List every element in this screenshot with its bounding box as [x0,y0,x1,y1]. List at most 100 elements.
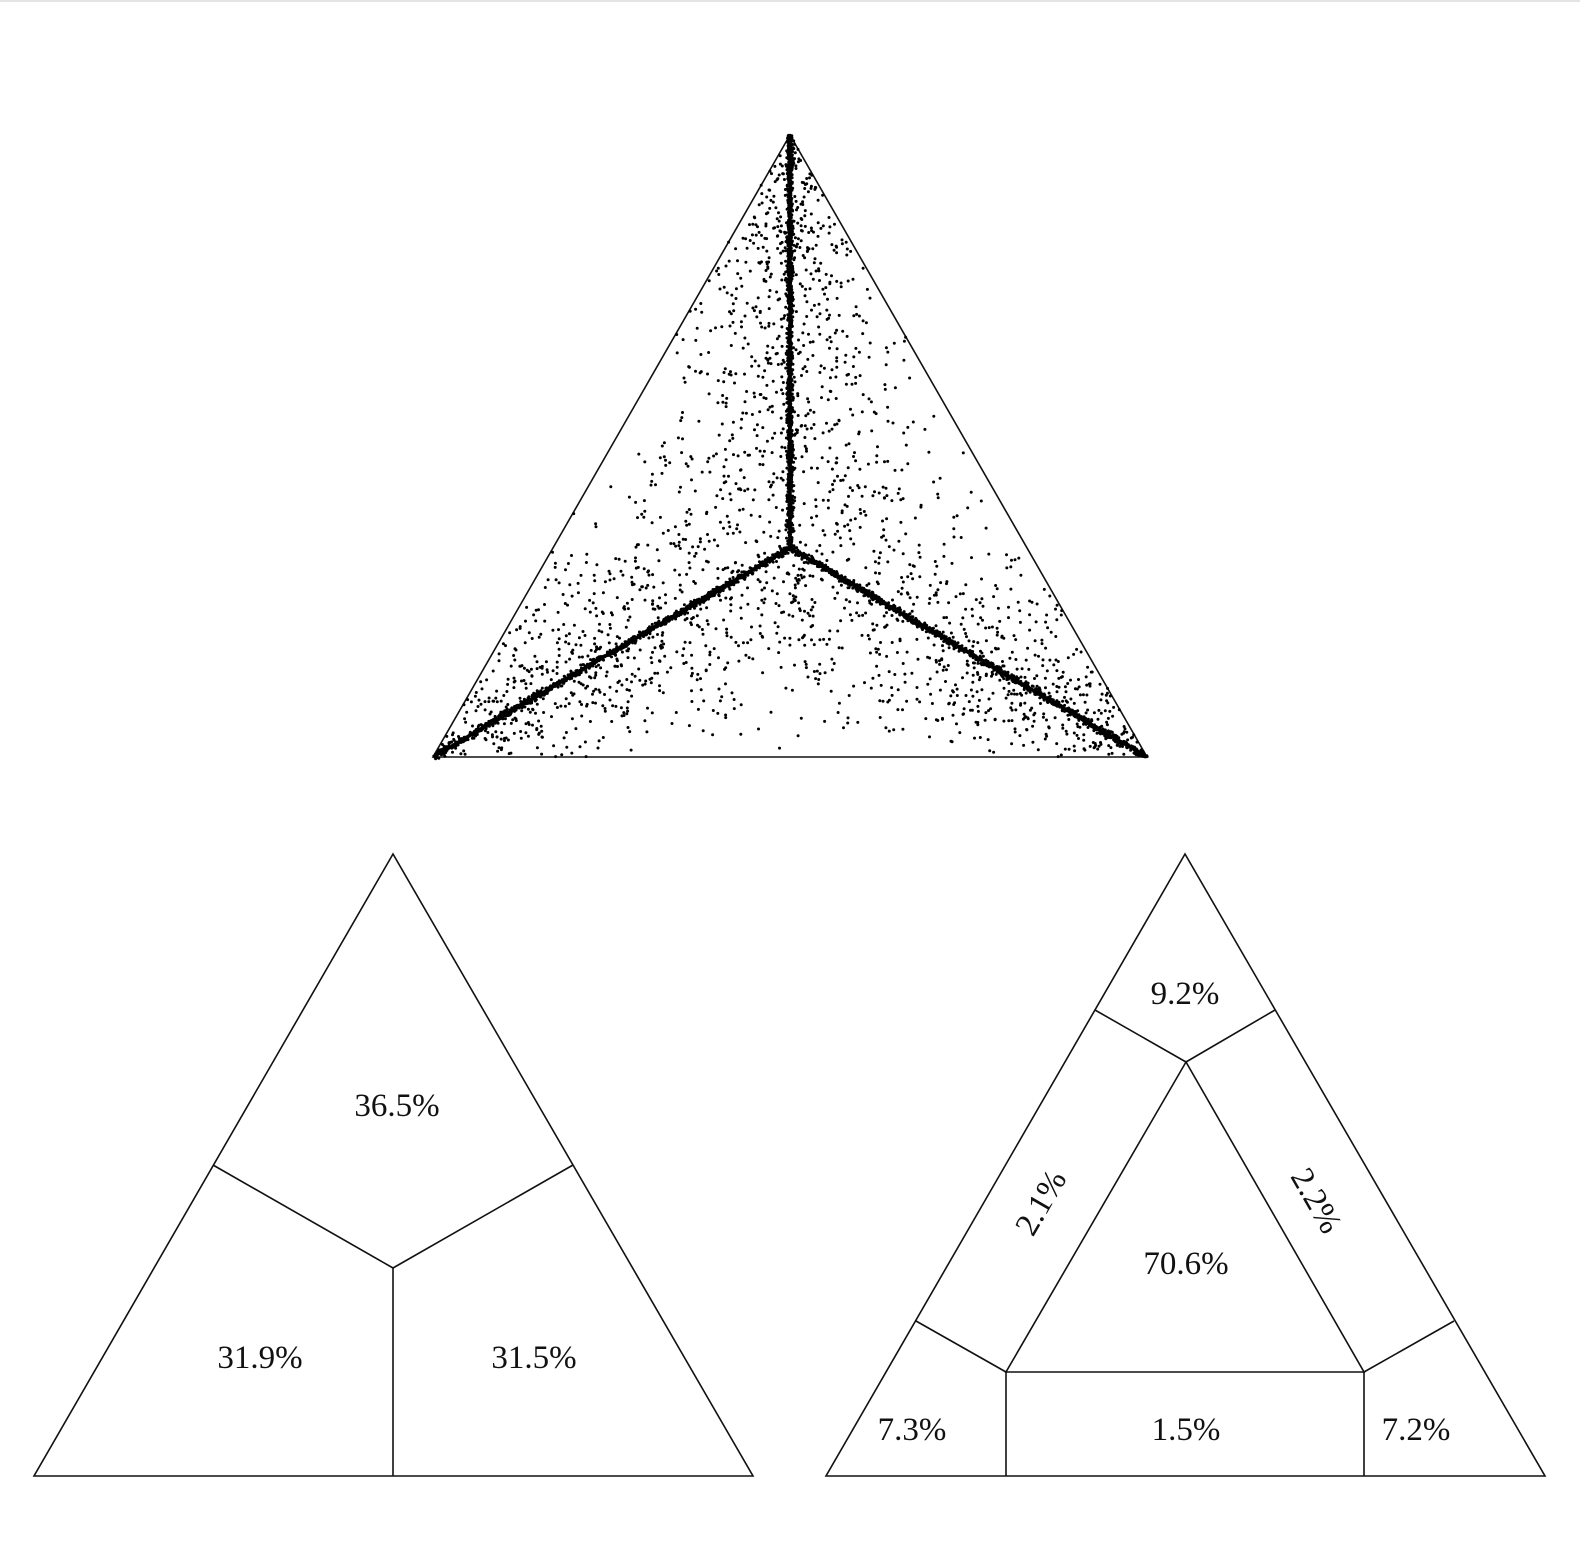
scatter-point [891,421,895,425]
scatter-point [980,577,983,581]
scatter-point [802,561,806,565]
scatter-point [886,419,890,423]
scatter-point [617,557,621,561]
scatter-point [1059,613,1063,617]
scatter-point [814,504,818,508]
scatter-point [642,499,646,503]
scatter-point [692,580,696,583]
scatter-point [690,478,693,482]
scatter-point [817,269,821,273]
scatter-point [596,746,600,750]
scatter-point [765,249,769,253]
scatter-point [781,392,785,396]
scatter-point [563,704,567,708]
scatter-point [1105,723,1109,727]
scatter-point [753,428,756,432]
scatter-point [839,281,843,285]
scatter-point [803,609,806,613]
scatter-point [1019,573,1023,577]
scatter-point [890,686,894,690]
scatter-point [554,755,558,759]
scatter-point [781,478,785,482]
scatter-point [555,706,559,709]
scatter-point [808,287,812,291]
scatter-point [739,468,743,472]
scatter-point [962,627,966,631]
scatter-point [878,699,882,703]
scatter-point [766,344,770,348]
scatter-point [1123,727,1127,731]
scatter-point [451,733,454,737]
scatter-point [595,563,599,567]
scatter-point [681,537,685,541]
scatter-point [695,678,699,682]
scatter-point [976,641,980,645]
scatter-point [749,638,753,642]
scatter-point [809,212,813,216]
scatter-point [935,564,939,568]
scatter-point [802,322,806,326]
scatter-point [848,529,852,533]
scatter-point [865,287,869,291]
scatter-point [791,594,795,598]
scatter-point [791,219,795,223]
scatter-point [803,187,807,190]
scatter-point [1007,719,1011,723]
scatter-point [526,734,530,738]
scatter-point [737,644,740,648]
scatter-point [799,239,803,243]
scatter-point [779,317,783,321]
scatter-point [651,573,655,577]
scatter-point [688,309,692,313]
scatter-point [603,707,607,710]
scatter-point [694,551,698,555]
scatter-point [987,552,991,556]
scatter-point [462,749,466,753]
scatter-point [976,723,980,727]
scatter-point [782,178,786,181]
scatter-point [757,261,761,265]
scatter-point [809,226,813,230]
scatter-point [483,700,487,704]
scatter-point [635,543,639,547]
scatter-point [886,405,890,409]
scatter-point [1112,705,1116,709]
scatter-point [771,200,775,204]
scatter-point [447,741,451,745]
scatter-point [902,431,906,435]
scatter-point [915,595,919,599]
scatter-point [726,532,730,536]
scatter-point [760,201,764,205]
scatter-point [1010,719,1014,723]
scatter-point [811,247,815,251]
scatter-point [529,667,533,671]
scatter-point [583,634,587,637]
scatter-triangle-outline [431,133,1149,758]
scatter-point [591,657,595,661]
scatter-point [731,420,735,424]
scatter-point [792,346,795,350]
scatter-point [831,488,835,492]
scatter-point [926,682,930,686]
scatter-point [580,655,584,659]
scatter-point [707,392,711,396]
scatter-point [947,702,951,706]
scatter-point [729,609,733,613]
scatter-point [884,538,888,542]
scatter-point [1122,731,1125,735]
scatter-point [535,667,539,671]
scatter-point [815,549,819,553]
scatter-point [597,663,600,667]
scatter-point [724,716,728,720]
scatter-point [744,237,748,241]
scatter-point [903,680,907,684]
scatter-point [911,577,915,581]
scatter-point [916,657,920,661]
scatter-point [500,731,504,735]
scatter-point [603,709,607,713]
scatter-point [825,642,829,646]
scatter-point [1056,755,1060,759]
scatter-point [650,521,654,525]
scatter-point [802,195,806,199]
scatter-point [495,689,499,693]
